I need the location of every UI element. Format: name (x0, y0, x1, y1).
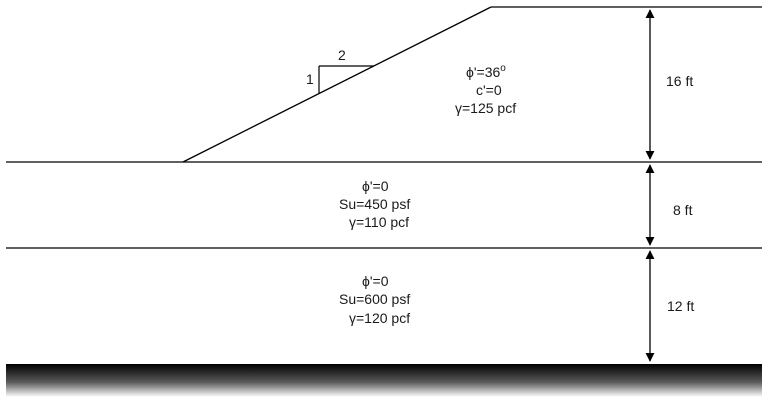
embankment-unit-weight: γ=125 pcf (455, 100, 516, 116)
clay-layer-1-thickness-label: 8 ft (673, 202, 693, 218)
clay-layer-2-undrained-strength: Su=600 psf (339, 291, 410, 307)
clay-layer-1-undrained-strength: Su=450 psf (339, 196, 410, 212)
slope-face-line (182, 6, 492, 163)
embankment-height-label: 16 ft (666, 73, 693, 89)
slope-ratio-horizontal-label: 2 (338, 47, 346, 63)
slope-ratio-vertical-label: 1 (306, 71, 314, 87)
embankment-friction-angle-value: ϕ'=36 (466, 64, 500, 80)
clay-layer-2-unit-weight: γ=120 pcf (349, 310, 410, 326)
embankment-friction-angle: ϕ'=36o (466, 63, 506, 80)
clay-layer-2-thickness-label: 12 ft (667, 298, 694, 314)
clay-layer-1-unit-weight: γ=110 pcf (349, 214, 409, 230)
embankment-friction-angle-degree: o (500, 63, 506, 74)
embankment-cohesion: c'=0 (476, 82, 502, 98)
clay-layer-1-friction-angle: ϕ'=0 (362, 178, 389, 194)
firm-base-hatch (6, 364, 762, 397)
clay-layer-2-friction-angle: ϕ'=0 (362, 273, 389, 289)
